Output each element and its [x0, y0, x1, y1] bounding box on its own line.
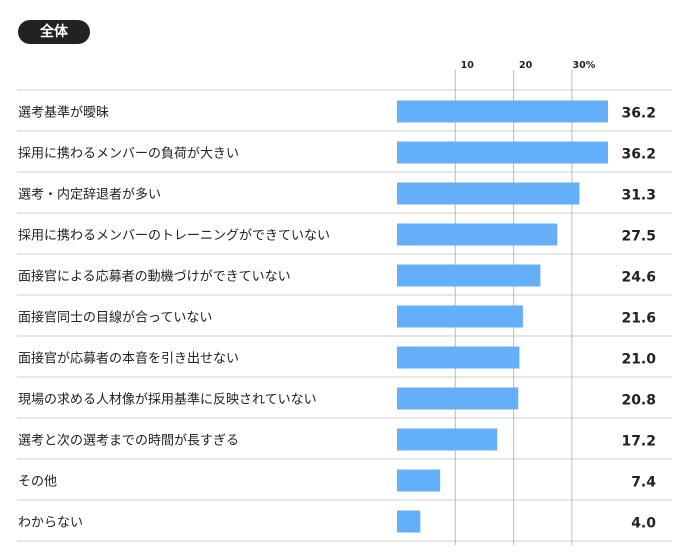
bar: [397, 469, 441, 492]
chart-title-badge: 全体: [18, 20, 90, 44]
bar: [397, 510, 421, 533]
tick-label: 10: [461, 60, 475, 71]
bar: [397, 387, 519, 410]
value-label: 7.4: [631, 475, 656, 491]
category-label: 選考・内定辞退者が多い: [18, 187, 161, 203]
category-label: 採用に携わるメンバーの負荷が大きい: [18, 146, 239, 162]
value-label: 4.0: [631, 516, 656, 532]
category-label: その他: [18, 475, 57, 490]
category-label: 選考基準が曖昧: [18, 105, 109, 121]
category-label: 現場の求める人材像が採用基準に反映されていない: [18, 392, 317, 408]
bar: [397, 264, 541, 287]
value-label: 31.3: [621, 188, 656, 204]
value-label: 27.5: [621, 229, 656, 245]
value-label: 20.8: [621, 393, 656, 409]
bar: [397, 141, 608, 164]
category-label: わからない: [18, 516, 83, 531]
bar: [397, 346, 520, 369]
category-label: 面接官同士の目線が合っていない: [18, 310, 212, 326]
bar: [397, 428, 498, 451]
bar: [397, 182, 580, 205]
bar: [397, 305, 523, 328]
value-label: 21.6: [621, 311, 656, 327]
tick-label: 20: [519, 60, 533, 71]
category-label: 採用に携わるメンバーのトレーニングができていない: [18, 228, 330, 244]
category-label: 面接官による応募者の動機づけができていない: [18, 269, 291, 285]
bar: [397, 100, 608, 123]
value-label: 36.2: [621, 147, 656, 163]
tick-label: 30%: [572, 60, 595, 71]
bar: [397, 223, 558, 246]
category-label: 面接官が応募者の本音を引き出せない: [18, 351, 239, 367]
value-label: 21.0: [621, 352, 656, 368]
value-label: 17.2: [621, 434, 656, 450]
category-label: 選考と次の選考までの時間が長すぎる: [18, 433, 239, 449]
value-label: 24.6: [621, 270, 656, 286]
value-label: 36.2: [621, 106, 656, 122]
